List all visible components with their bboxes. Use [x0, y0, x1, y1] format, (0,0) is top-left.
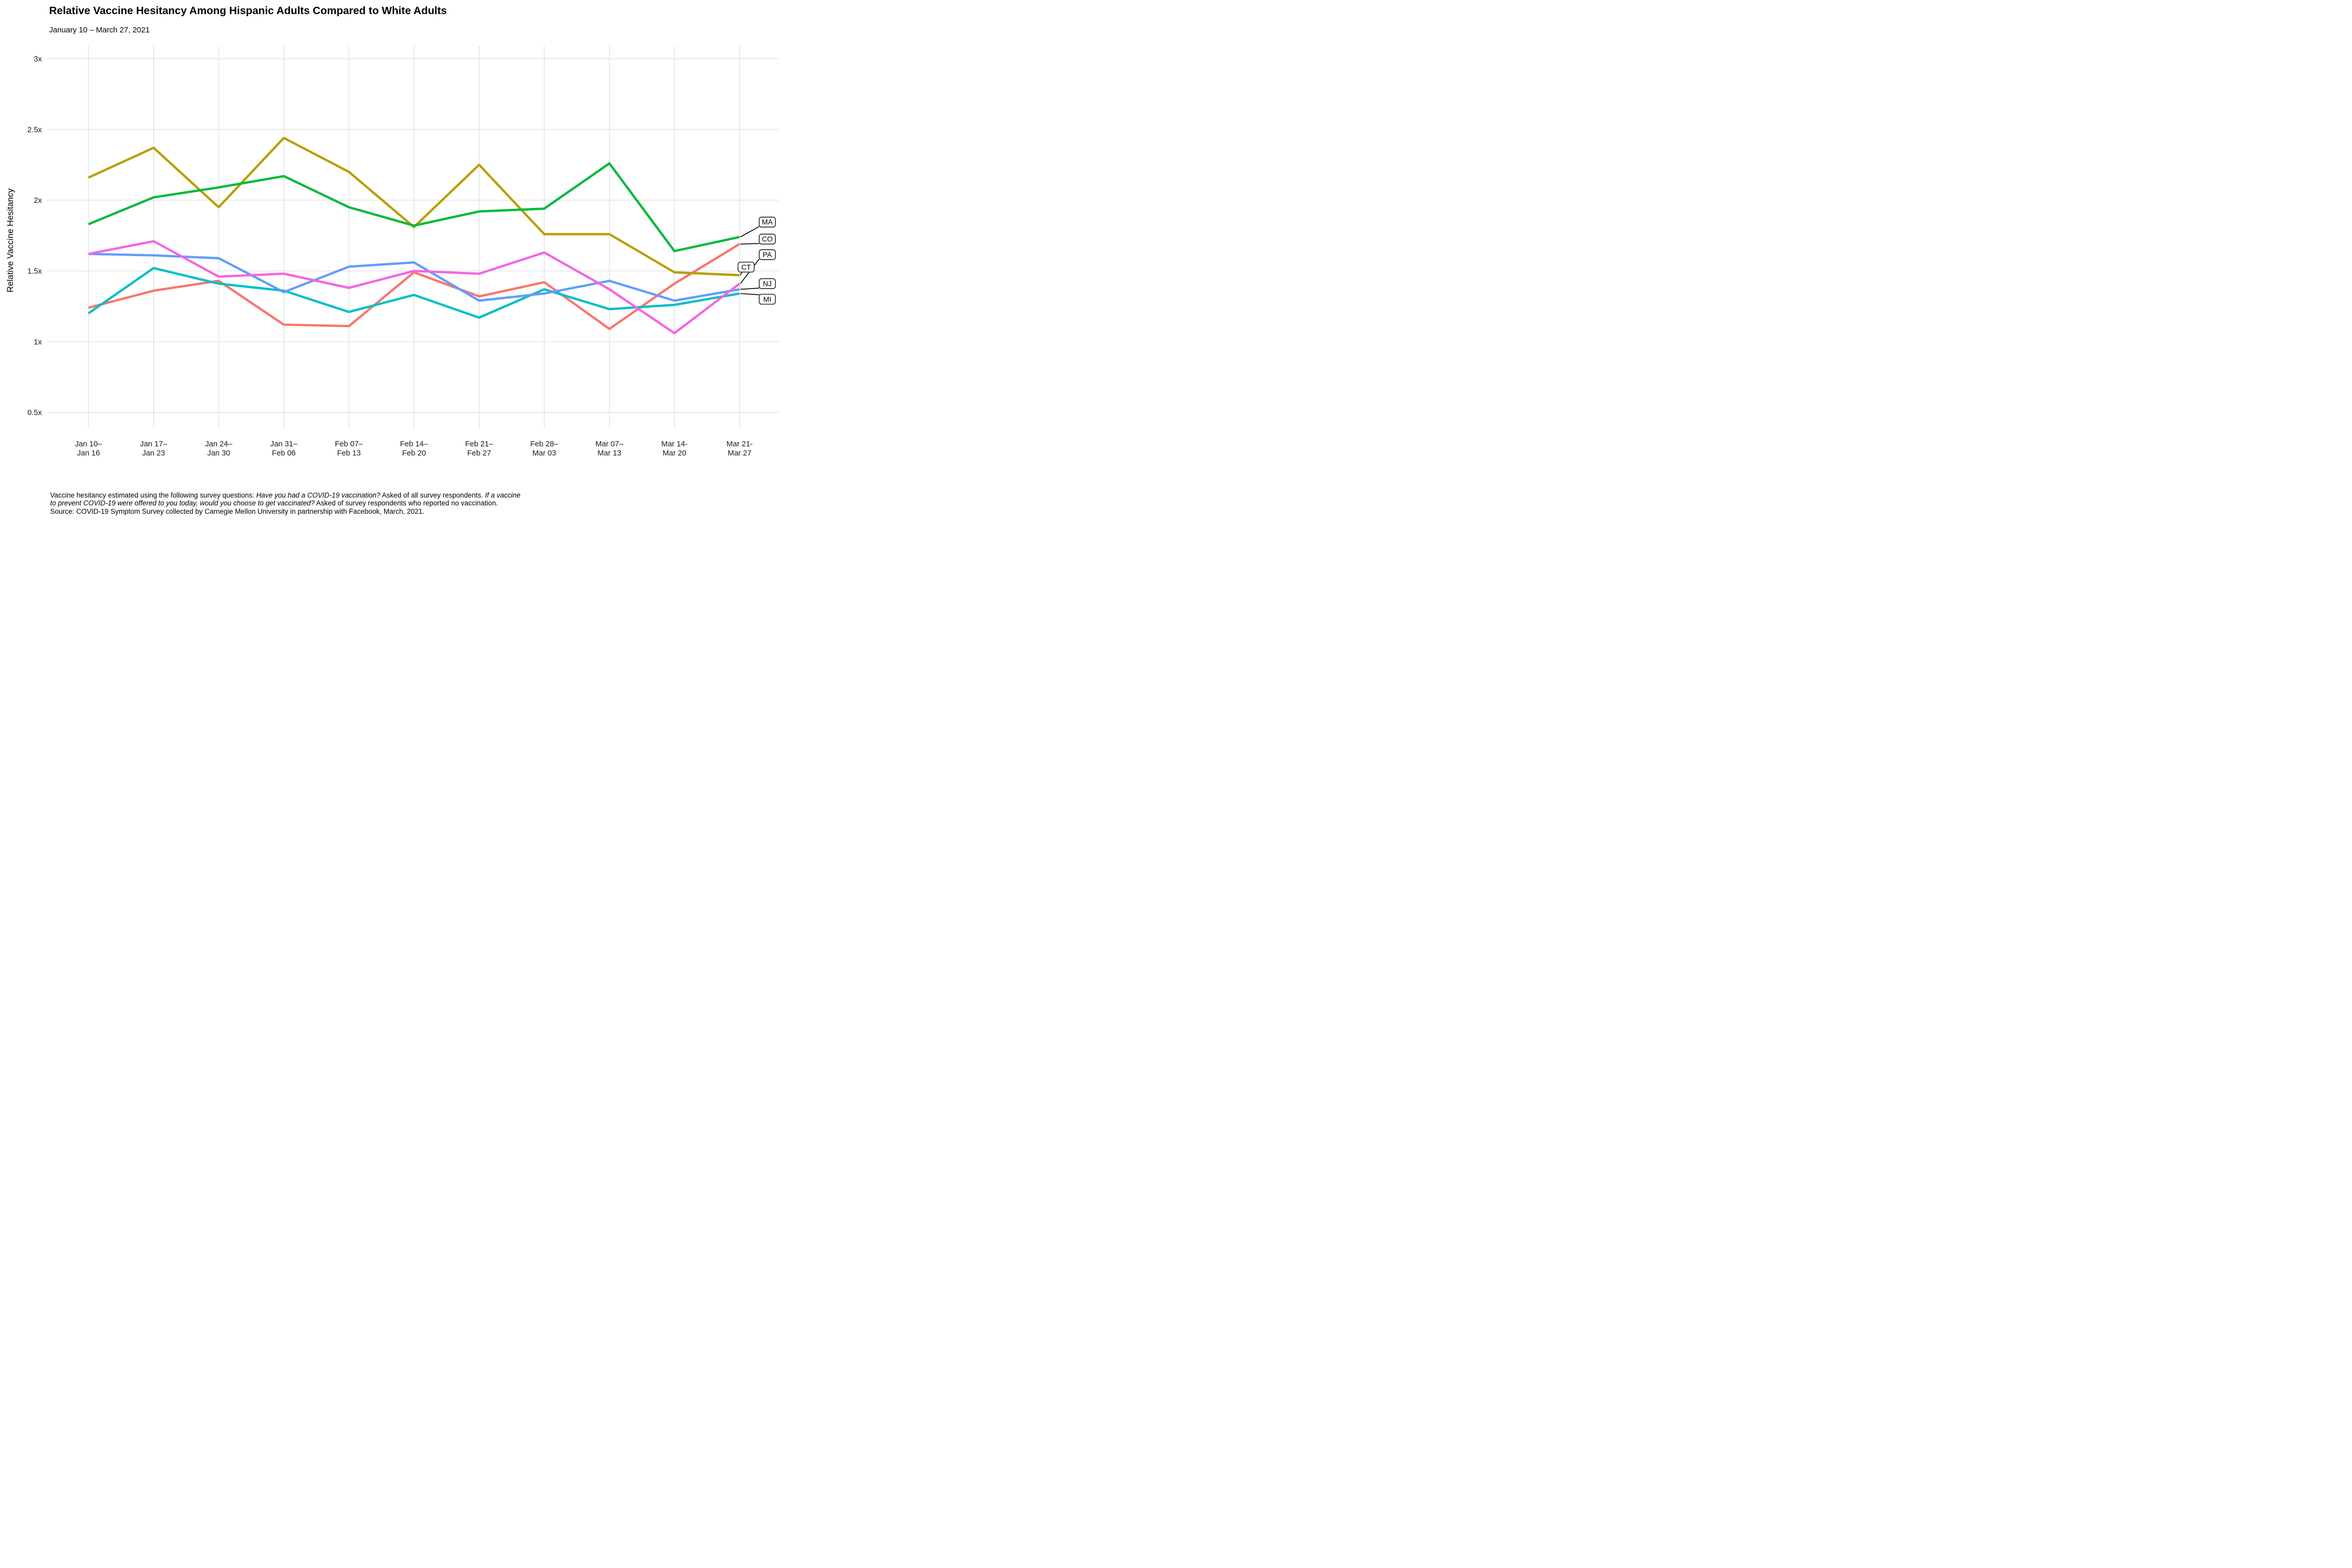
y-tick-label: 3x — [34, 55, 42, 64]
y-axis-ticks: 0.5x 1x 1.5x 2x 2.5x 3x — [27, 55, 42, 418]
label-box-NJ — [758, 278, 776, 289]
chart-subtitle: January 10 – March 27, 2021 — [49, 26, 150, 34]
chart-footnote: Vaccine hesitancy estimated using the fo… — [50, 491, 751, 515]
series-lines — [88, 136, 741, 335]
label-box-MA — [758, 216, 776, 228]
x-tick-label-top: Jan 17– — [140, 440, 168, 448]
x-tick-label-top: Jan 10– — [75, 440, 102, 448]
series-line-CO — [88, 243, 741, 330]
x-tick-label-bottom: Mar 20 — [663, 449, 686, 458]
x-tick-label-bottom: Feb 27 — [467, 449, 491, 458]
x-tick-label-bottom: Mar 13 — [597, 449, 621, 458]
series-line-MA — [88, 162, 740, 252]
label-leader-MA — [740, 226, 759, 238]
x-tick-label-bottom: Mar 27 — [728, 449, 751, 458]
chart-title: Relative Vaccine Hesitancy Among Hispani… — [49, 5, 447, 17]
series-line-MI — [88, 267, 740, 319]
x-tick-label-top: Feb 07– — [335, 440, 363, 448]
gridlines — [47, 46, 779, 429]
footnote-line: Source: COVID-19 Symptom Survey collecte… — [50, 507, 424, 515]
label-box-MI — [758, 294, 776, 305]
series-line-CT — [88, 136, 740, 276]
x-axis-ticks: Jan 10–Jan 16 Jan 17–Jan 23 Jan 24–Jan 30 J… — [75, 440, 753, 458]
y-tick-label: 2.5x — [27, 126, 42, 134]
x-tick-label-top: Feb 21– — [465, 440, 493, 448]
label-text-CT: CT — [741, 263, 751, 271]
x-tick-label-bottom: Jan 23 — [142, 449, 165, 458]
x-tick-label-top: Jan 24– — [205, 440, 233, 448]
label-leader-MI — [740, 293, 759, 295]
x-tick-label-top: Feb 28– — [531, 440, 559, 448]
y-tick-label: 1.5x — [27, 268, 42, 276]
label-text-MA: MA — [762, 218, 773, 226]
label-text-PA: PA — [763, 251, 772, 259]
y-tick-label: 2x — [34, 197, 42, 205]
x-tick-label-top: Mar 07– — [595, 440, 624, 448]
y-tick-label: 0.5x — [27, 409, 42, 417]
series-line-NJ — [88, 252, 740, 302]
x-tick-label-bottom: Feb 20 — [402, 449, 425, 458]
footnote-line: Vaccine hesitancy estimated using the fo… — [50, 491, 521, 499]
chart-figure: Relative Vaccine Hesitancy Among Hispani… — [0, 0, 784, 523]
x-tick-label-bottom: Feb 06 — [272, 449, 295, 458]
footnote-line: to prevent COVID-19 were offered to you … — [50, 499, 498, 508]
y-axis-title: Relative Vaccine Hesitancy — [6, 188, 15, 292]
label-text-CO: CO — [762, 235, 773, 243]
x-tick-label-bottom: Jan 30 — [207, 449, 230, 458]
x-tick-label-bottom: Mar 03 — [533, 449, 556, 458]
label-leader-CT — [740, 272, 743, 275]
series-line-PA — [88, 240, 741, 335]
label-text-NJ: NJ — [763, 280, 772, 287]
label-box-CT — [737, 261, 755, 273]
x-tick-label-top: Mar 14- — [661, 440, 687, 448]
x-tick-label-bottom: Feb 13 — [337, 449, 361, 458]
label-text-MI: MI — [763, 295, 771, 303]
label-box-PA — [758, 249, 776, 260]
x-tick-label-bottom: Jan 16 — [77, 449, 100, 458]
x-tick-label-top: Mar 21- — [727, 440, 753, 448]
label-leader-NJ — [740, 287, 759, 290]
x-tick-label-top: Feb 14– — [400, 440, 428, 448]
x-tick-label-top: Jan 31– — [270, 440, 298, 448]
series-labels: MA CO PA CT NJ MI — [737, 216, 776, 305]
label-box-CO — [758, 234, 776, 245]
y-tick-label: 1x — [34, 338, 42, 347]
